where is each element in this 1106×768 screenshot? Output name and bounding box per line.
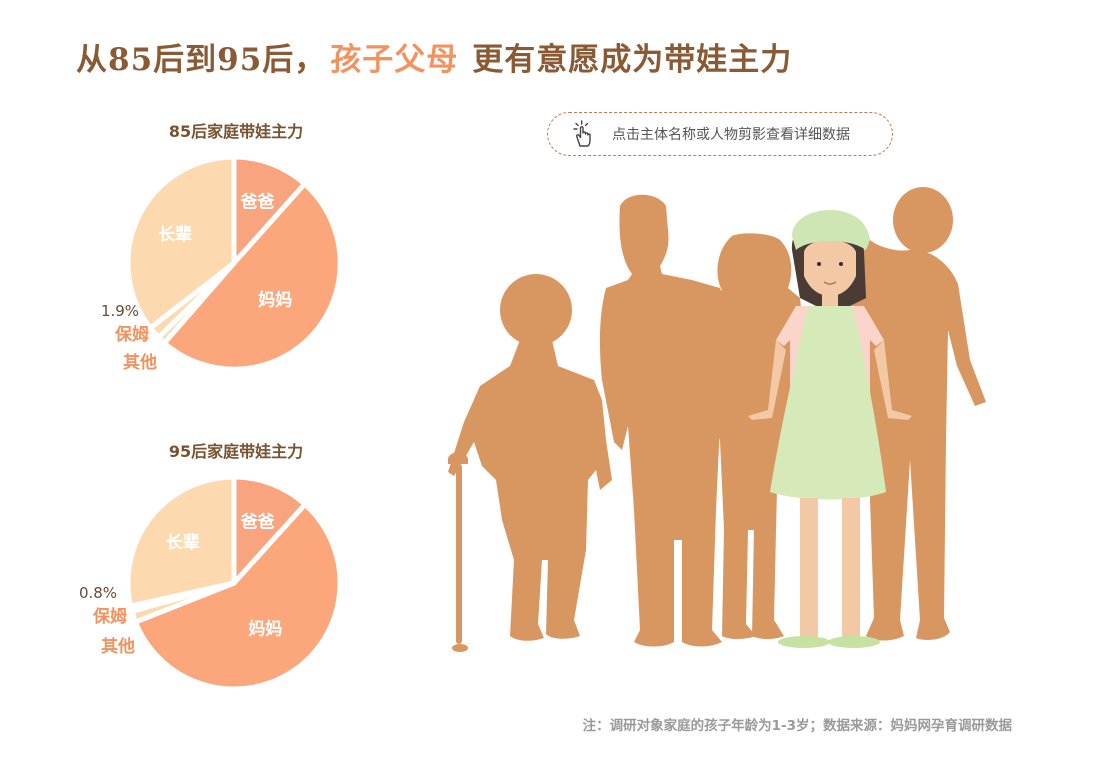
chart-85-title: 85后家庭带娃主力 [168,122,304,141]
pointer-click-icon [573,120,591,147]
pie-slice-elder[interactable] [125,154,237,331]
slice-label-other[interactable]: 其他 [101,636,135,657]
page-title: 从85后到95后， 孩子父母 更有意愿成为带娃主力 [76,34,792,79]
slice-label-elder[interactable]: 长辈 [158,224,192,245]
slice-label-other[interactable]: 其他 [123,352,157,373]
people-silhouettes[interactable] [430,180,1010,660]
title-part-1: 从85后到95后， [76,42,327,78]
slice-label-dad[interactable]: 爸爸 [240,512,275,533]
slice-label-mom[interactable]: 妈妈 [258,290,292,311]
title-part-2: 更有意愿成为带娃主力 [472,42,793,78]
hint-banner: 点击主体名称或人物剪影查看详细数据 [547,112,893,156]
chart-95-title: 95后家庭带娃主力 [168,442,304,461]
elder-woman-silhouette[interactable] [706,233,803,639]
slice-label-mom[interactable]: 妈妈 [248,618,282,639]
pie-slice-mom[interactable] [161,181,343,372]
pie-slice-dad[interactable] [231,154,308,266]
title-highlight: 孩子父母 [330,42,459,78]
elder-man-silhouette[interactable] [599,194,734,647]
footnote: 注：调研对象家庭的孩子年龄为1-3岁；数据来源：妈妈网孕育调研数据 [582,718,1012,734]
nanny-figure[interactable] [748,210,912,648]
pie-slice-dad[interactable] [231,474,308,586]
hint-text: 点击主体名称或人物剪影查看详细数据 [612,127,850,143]
nanny-percent-label: 0.8% [79,584,117,602]
slice-label-nanny[interactable]: 保姆 [114,324,149,345]
slice-label-nanny[interactable]: 保姆 [92,606,127,627]
slice-label-dad[interactable]: 爸爸 [239,192,274,213]
pie-slice-mom[interactable] [132,501,343,692]
slice-label-elder[interactable]: 长辈 [166,532,200,553]
pie-slice-elder[interactable] [125,474,237,609]
nanny-percent-label: 1.9% [101,302,139,320]
grandmother-with-cane-silhouette[interactable] [448,274,612,652]
